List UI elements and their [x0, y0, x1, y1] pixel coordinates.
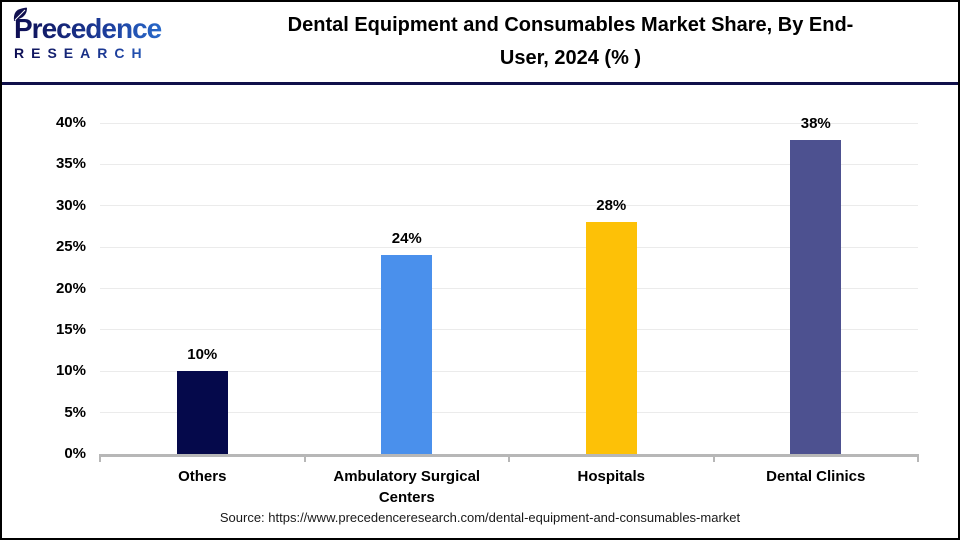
gridline-20: [100, 288, 918, 289]
precedence-research-logo: Precedence RESEARCH: [13, 7, 189, 61]
gridline-10: [100, 370, 918, 372]
y-axis-tick-label-10: 10%: [55, 362, 86, 380]
logo-subtext: RESEARCH: [14, 45, 189, 61]
bar-others: [176, 371, 228, 454]
y-axis-tick-label-0: 0%: [64, 445, 86, 462]
bar-value-label-hospitals: 28%: [596, 197, 627, 215]
logo-wordmark: Precedence: [14, 14, 189, 44]
gridline-25: [100, 246, 918, 248]
x-axis-tick: [917, 454, 919, 462]
x-axis-tick: [712, 454, 715, 462]
gridline-35: [100, 163, 918, 165]
gridline-5: [100, 412, 918, 414]
x-axis-tick: [303, 454, 306, 462]
bar-ambulatory-surgical-centers: [381, 255, 433, 454]
x-axis-tick: [99, 454, 101, 462]
leaf-icon: [13, 7, 27, 22]
y-axis-tick-label-15: 15%: [55, 320, 86, 338]
bar-value-label-dental-clinics: 38%: [800, 114, 831, 132]
header: Precedence RESEARCH Dental Equipment and…: [2, 2, 958, 85]
y-axis-tick-label-40: 40%: [55, 114, 86, 131]
bar-value-label-ambulatory-surgical-centers: 24%: [391, 230, 422, 248]
y-axis-tick-label-20: 20%: [55, 279, 86, 297]
source-citation: Source: https://www.precedenceresearch.c…: [219, 510, 741, 525]
title-wrap: Dental Equipment and Consumables Market …: [187, 2, 954, 82]
category-label-dental-clinics: Dental Clinics: [766, 468, 866, 485]
chart-title: Dental Equipment and Consumables Market …: [287, 14, 854, 69]
y-axis-tick-label-35: 35%: [55, 155, 86, 173]
bar-hospitals: [585, 222, 637, 454]
gridline-30: [100, 205, 918, 207]
gridline-15: [100, 329, 918, 331]
category-label-others: Others: [178, 468, 227, 485]
bar-value-label-others: 10%: [187, 346, 218, 364]
gridline-40: [100, 122, 918, 124]
category-label-ambulatory-surgical-centers: Ambulatory Surgical Centers: [333, 468, 481, 506]
x-axis-tick: [508, 454, 510, 462]
y-axis-tick-label-25: 25%: [55, 238, 86, 256]
bar-dental-clinics: [790, 139, 842, 454]
y-axis-tick-label-5: 5%: [64, 403, 86, 421]
y-axis-tick-label-30: 30%: [55, 196, 86, 214]
category-label-hospitals: Hospitals: [577, 468, 645, 485]
